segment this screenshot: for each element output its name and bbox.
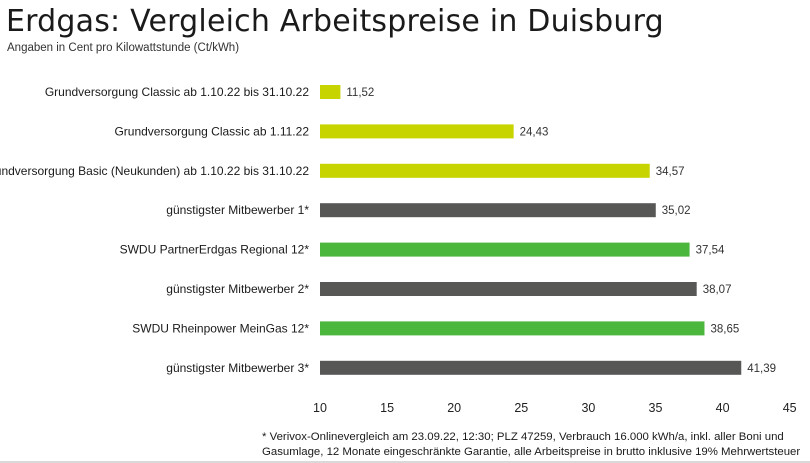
category-label: SWDU PartnerErdgas Regional 12* — [120, 243, 310, 257]
bar — [320, 321, 705, 336]
bar — [320, 360, 742, 375]
x-tick-label: 20 — [447, 401, 461, 415]
value-label: 41,39 — [747, 363, 776, 375]
value-label: 38,65 — [710, 323, 739, 335]
chart-title: Erdgas: Vergleich Arbeitspreise in Duisb… — [6, 4, 664, 39]
bar — [320, 124, 514, 139]
category-label: Grundversorgung Classic ab 1.11.22 — [114, 124, 309, 138]
x-tick-label: 45 — [783, 401, 797, 415]
x-tick-label: 35 — [649, 401, 663, 415]
bar — [320, 282, 697, 296]
bottom-divider — [0, 461, 810, 463]
category-label: Grundversorgung Basic (Neukunden) ab 1.1… — [0, 164, 309, 178]
value-label: 35,02 — [662, 205, 691, 217]
value-label: 24,43 — [520, 126, 549, 138]
bar — [320, 85, 341, 99]
value-label: 37,54 — [696, 245, 725, 257]
bar — [320, 163, 650, 178]
chart-subtitle: Angaben in Cent pro Kilowattstunde (Ct/k… — [7, 42, 240, 54]
x-tick-label: 15 — [380, 401, 394, 415]
bar-chart: Grundversorgung Classic ab 1.10.22 bis 3… — [0, 85, 797, 415]
x-tick-label: 40 — [716, 401, 730, 415]
category-label: günstigster Mitbewerber 3* — [166, 361, 309, 375]
x-tick-label: 30 — [581, 401, 595, 415]
bar — [320, 242, 690, 257]
value-label: 38,07 — [703, 284, 732, 296]
category-label: Grundversorgung Classic ab 1.10.22 bis 3… — [45, 85, 309, 99]
bar — [320, 203, 656, 218]
category-label: günstigster Mitbewerber 2* — [166, 282, 309, 296]
category-label: günstigster Mitbewerber 1* — [166, 203, 309, 217]
value-label: 11,52 — [346, 87, 374, 99]
x-tick-label: 25 — [514, 401, 528, 415]
x-tick-label: 10 — [313, 401, 327, 415]
footnote: * Verivox-Onlinevergleich am 23.09.22, 1… — [262, 431, 801, 458]
value-label: 34,57 — [656, 166, 685, 178]
category-label: SWDU Rheinpower MeinGas 12* — [132, 321, 309, 335]
